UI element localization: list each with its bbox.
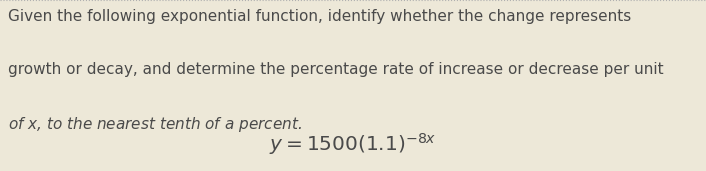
- Text: $y = 1500(1.1)^{-8x}$: $y = 1500(1.1)^{-8x}$: [269, 131, 437, 157]
- Text: Given the following exponential function, identify whether the change represents: Given the following exponential function…: [8, 9, 632, 24]
- Text: growth or decay, and determine the percentage rate of increase or decrease per u: growth or decay, and determine the perce…: [8, 62, 664, 77]
- Text: of $x$, to the nearest tenth of a percent.: of $x$, to the nearest tenth of a percen…: [8, 115, 302, 134]
